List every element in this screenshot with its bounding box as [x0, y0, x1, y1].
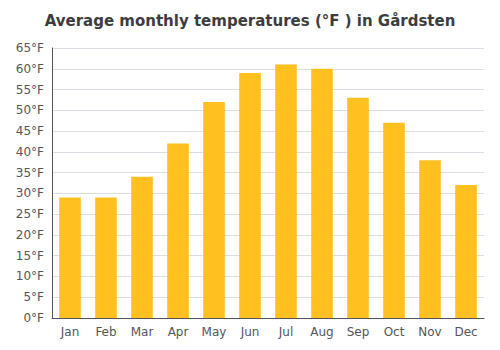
svg-text:Feb: Feb — [95, 325, 116, 339]
svg-text:40°F: 40°F — [16, 145, 44, 159]
svg-text:Dec: Dec — [454, 325, 477, 339]
svg-text:20°F: 20°F — [16, 228, 44, 242]
svg-text:Jan: Jan — [60, 325, 80, 339]
svg-text:30°F: 30°F — [16, 186, 44, 200]
svg-text:15°F: 15°F — [16, 249, 44, 263]
svg-text:Nov: Nov — [418, 325, 441, 339]
svg-text:35°F: 35°F — [16, 166, 44, 180]
svg-text:Mar: Mar — [131, 325, 154, 339]
svg-text:45°F: 45°F — [16, 124, 44, 138]
svg-text:May: May — [202, 325, 227, 339]
svg-text:60°F: 60°F — [16, 62, 44, 76]
svg-text:0°F: 0°F — [23, 311, 44, 325]
svg-text:Sep: Sep — [347, 325, 370, 339]
svg-text:Aug: Aug — [310, 325, 333, 339]
svg-text:50°F: 50°F — [16, 103, 44, 117]
svg-text:Jul: Jul — [278, 325, 293, 339]
svg-text:65°F: 65°F — [16, 41, 44, 55]
svg-text:Oct: Oct — [384, 325, 405, 339]
svg-text:Jun: Jun — [240, 325, 260, 339]
svg-text:Average monthly temperatures (: Average monthly temperatures (°F ) in Gå… — [45, 12, 456, 30]
svg-text:55°F: 55°F — [16, 83, 44, 97]
svg-text:Apr: Apr — [168, 325, 189, 339]
svg-text:25°F: 25°F — [16, 207, 44, 221]
svg-text:10°F: 10°F — [16, 269, 44, 283]
svg-text:5°F: 5°F — [23, 290, 44, 304]
